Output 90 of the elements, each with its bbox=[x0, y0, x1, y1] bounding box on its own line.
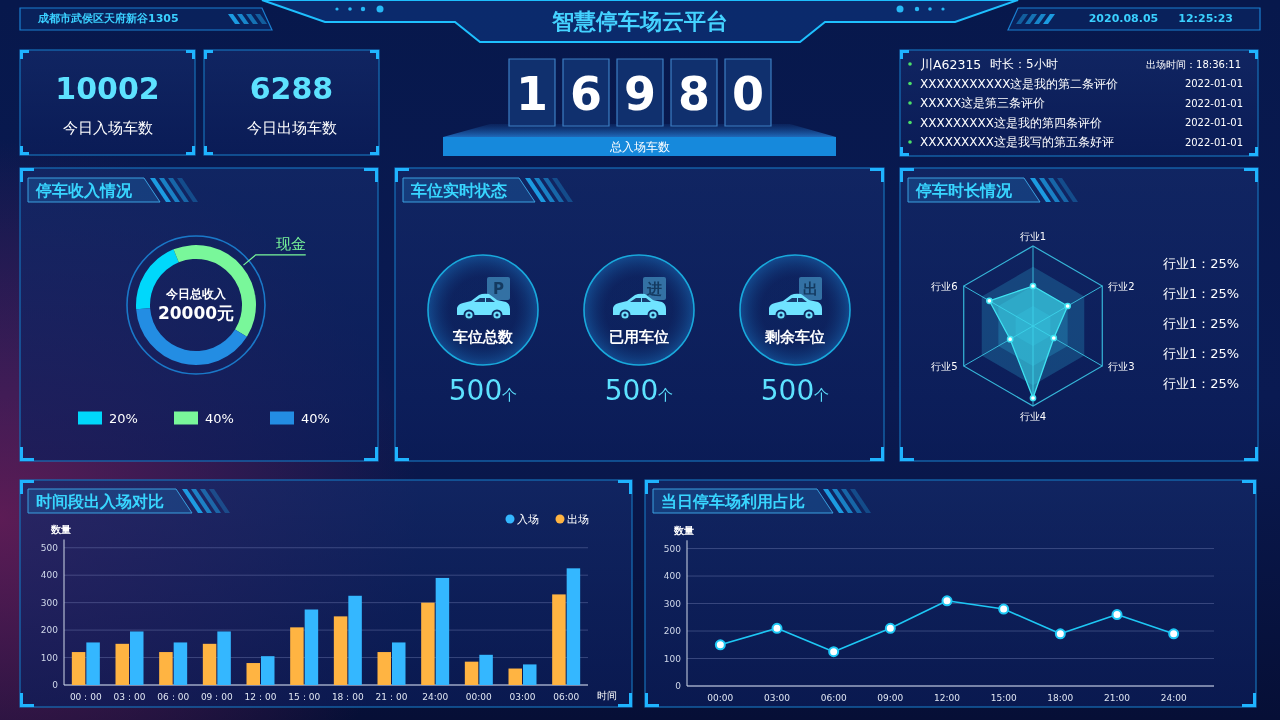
x-tick-label: 12：00 bbox=[244, 692, 277, 702]
text: XXXXX这是第三条评价 bbox=[920, 96, 1046, 110]
text: 今日入场车数 bbox=[62, 119, 153, 137]
text: 行业1：25% bbox=[1163, 375, 1240, 391]
y-axis-title: 数量 bbox=[673, 524, 694, 536]
spoke-label: 行业4 bbox=[1019, 410, 1047, 422]
spoke-label: 行业1 bbox=[1019, 230, 1047, 242]
x-tick-label: 06：00 bbox=[157, 692, 190, 702]
text: 20000元 bbox=[157, 303, 235, 323]
data-label: 500个 bbox=[760, 374, 830, 407]
x-tick-label: 15:00 bbox=[990, 693, 1017, 703]
text: 今日总收入 bbox=[165, 287, 227, 301]
y-tick-label: 300 bbox=[40, 597, 59, 608]
x-tick-label: 00:00 bbox=[465, 692, 493, 702]
text: 12:25:23 bbox=[1178, 11, 1233, 25]
text: 行业1：25% bbox=[1163, 345, 1240, 361]
y-tick-label: 400 bbox=[663, 571, 682, 582]
x-tick-label: 03:00 bbox=[764, 693, 791, 703]
spoke-label: 行业6 bbox=[931, 280, 958, 292]
text: 2022-01-01 bbox=[1184, 136, 1243, 148]
y-tick-label: 300 bbox=[663, 598, 682, 609]
x-tick-label: 03:00 bbox=[509, 692, 536, 702]
y-tick-label: 500 bbox=[40, 542, 59, 553]
text: 40% bbox=[301, 410, 330, 426]
text: 2022-01-01 bbox=[1184, 78, 1243, 89]
category-label: 剩余车位 bbox=[764, 328, 825, 346]
data-label: 500个 bbox=[604, 374, 674, 407]
y-tick-label: 500 bbox=[663, 543, 682, 554]
y-tick-label: 200 bbox=[663, 626, 682, 637]
chart-title: 时间段出入场对比 bbox=[36, 491, 164, 511]
x-tick-label: 03：00 bbox=[113, 692, 146, 702]
chart-title: 停车时长情况 bbox=[915, 180, 1013, 200]
text: 进 bbox=[646, 279, 662, 298]
x-tick-label: 12:00 bbox=[934, 693, 961, 703]
text: XXXXXXXXX这是我写的第五条好评 bbox=[920, 135, 1114, 149]
category-label: 车位总数 bbox=[452, 328, 514, 346]
x-tick-label: 06:00 bbox=[553, 692, 580, 702]
chart-title: 当日停车场利用占比 bbox=[661, 491, 805, 511]
x-tick-label: 18：00 bbox=[331, 692, 365, 702]
text: 出场时间：18:36:11 bbox=[1146, 58, 1241, 70]
spoke-label: 行业5 bbox=[931, 360, 958, 372]
text: 出 bbox=[803, 279, 818, 298]
x-tick-label: 21:00 bbox=[1104, 693, 1131, 703]
legend-label: 出场 bbox=[567, 513, 589, 525]
text: 川A62315 bbox=[920, 56, 982, 72]
x-tick-label: 24:00 bbox=[422, 692, 449, 702]
text: 智慧停车场云平台 bbox=[551, 8, 728, 34]
x-tick-label: 18:00 bbox=[1047, 693, 1074, 703]
text: 成都市武侯区天府新谷1305 bbox=[37, 11, 179, 25]
text: 时长：5小时 bbox=[990, 57, 1058, 71]
slice-label: 现金 bbox=[275, 234, 306, 253]
text: 行业1：25% bbox=[1163, 255, 1240, 271]
x-tick-label: 15：00 bbox=[288, 692, 321, 702]
y-tick-label: 100 bbox=[40, 652, 59, 663]
x-tick-label: 09：00 bbox=[200, 692, 234, 702]
y-tick-label: 200 bbox=[40, 625, 59, 636]
y-tick-label: 0 bbox=[52, 680, 59, 690]
text: 6288 bbox=[249, 70, 334, 106]
y-tick-label: 0 bbox=[675, 681, 682, 691]
x-tick-label: 21：00 bbox=[375, 692, 408, 702]
category-label: 已用车位 bbox=[609, 328, 669, 346]
text: 10002 bbox=[55, 70, 160, 106]
text: 今日出场车数 bbox=[246, 119, 337, 137]
text: P bbox=[493, 279, 504, 298]
legend-label: 入场 bbox=[517, 513, 539, 525]
text: XXXXXXXXX这是我的第四条评价 bbox=[920, 115, 1102, 130]
data-label: 1 6 9 8 0 bbox=[515, 67, 765, 121]
text: XXXXXXXXXXX这是我的第二条评价 bbox=[920, 76, 1119, 91]
text: 2020.08.05 bbox=[1088, 11, 1159, 25]
x-tick-label: 24:00 bbox=[1160, 693, 1187, 703]
text: 2022-01-01 bbox=[1184, 97, 1243, 109]
text: 行业1：25% bbox=[1163, 285, 1240, 301]
y-tick-label: 400 bbox=[40, 570, 59, 581]
text: 20% bbox=[109, 410, 138, 426]
spoke-label: 行业2 bbox=[1108, 280, 1135, 292]
text: 行业1：25% bbox=[1163, 315, 1240, 331]
text: 40% bbox=[205, 410, 234, 426]
x-tick-label: 09:00 bbox=[877, 693, 904, 703]
y-tick-label: 100 bbox=[663, 653, 682, 664]
x-axis-title: 时间 bbox=[597, 689, 617, 701]
spoke-label: 行业3 bbox=[1108, 360, 1135, 372]
x-tick-label: 00：00 bbox=[69, 692, 103, 702]
chart-title: 停车收入情况 bbox=[35, 180, 133, 200]
x-tick-label: 00:00 bbox=[707, 693, 734, 703]
x-tick-label: 06:00 bbox=[820, 693, 847, 703]
y-axis-title: 数量 bbox=[50, 524, 71, 535]
text: 2022-01-01 bbox=[1184, 117, 1243, 128]
text: 车位实时状态 bbox=[410, 180, 507, 200]
data-label: 500个 bbox=[448, 374, 518, 407]
category-label: 总入场车数 bbox=[609, 140, 670, 154]
